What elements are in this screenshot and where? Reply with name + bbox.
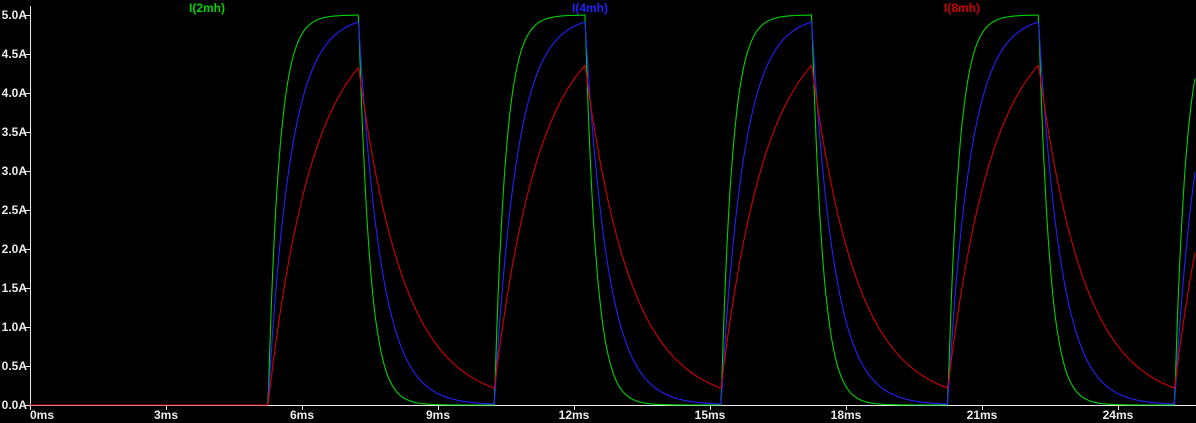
x-tick-label: 18ms [831, 408, 862, 422]
y-tick-label: 5.0A [2, 8, 28, 22]
y-tick-label: 0.0A [2, 398, 28, 412]
x-tick-label: 15ms [695, 408, 726, 422]
x-tick-label: 12ms [559, 408, 590, 422]
x-tick-label: 6ms [290, 408, 314, 422]
y-tick-label: 2.5A [2, 203, 28, 217]
y-tick-label: 3.0A [2, 164, 28, 178]
y-tick-label: 3.5A [2, 125, 28, 139]
trace-i8mh[interactable] [30, 64, 1196, 406]
trace-label-i4mh[interactable]: I(4mh) [572, 1, 608, 15]
y-tick-label: 1.5A [2, 281, 28, 295]
y-tick-label: 4.5A [2, 47, 28, 61]
trace-label-i2mh[interactable]: I(2mh) [189, 1, 225, 15]
trace-i4mh[interactable] [30, 21, 1196, 406]
x-tick-label: 3ms [154, 408, 178, 422]
x-tick-label: 9ms [426, 408, 450, 422]
trace-label-i8mh[interactable]: I(8mh) [944, 1, 980, 15]
y-tick-label: 2.0A [2, 242, 28, 256]
x-tick-label: 24ms [1103, 408, 1134, 422]
y-tick-label: 1.0A [2, 320, 28, 334]
trace-i2mh[interactable] [30, 14, 1196, 406]
y-tick-label: 4.0A [2, 86, 28, 100]
y-tick-label: 0.5A [2, 359, 28, 373]
x-tick-label: 0ms [30, 408, 54, 422]
x-tick-label: 21ms [967, 408, 998, 422]
